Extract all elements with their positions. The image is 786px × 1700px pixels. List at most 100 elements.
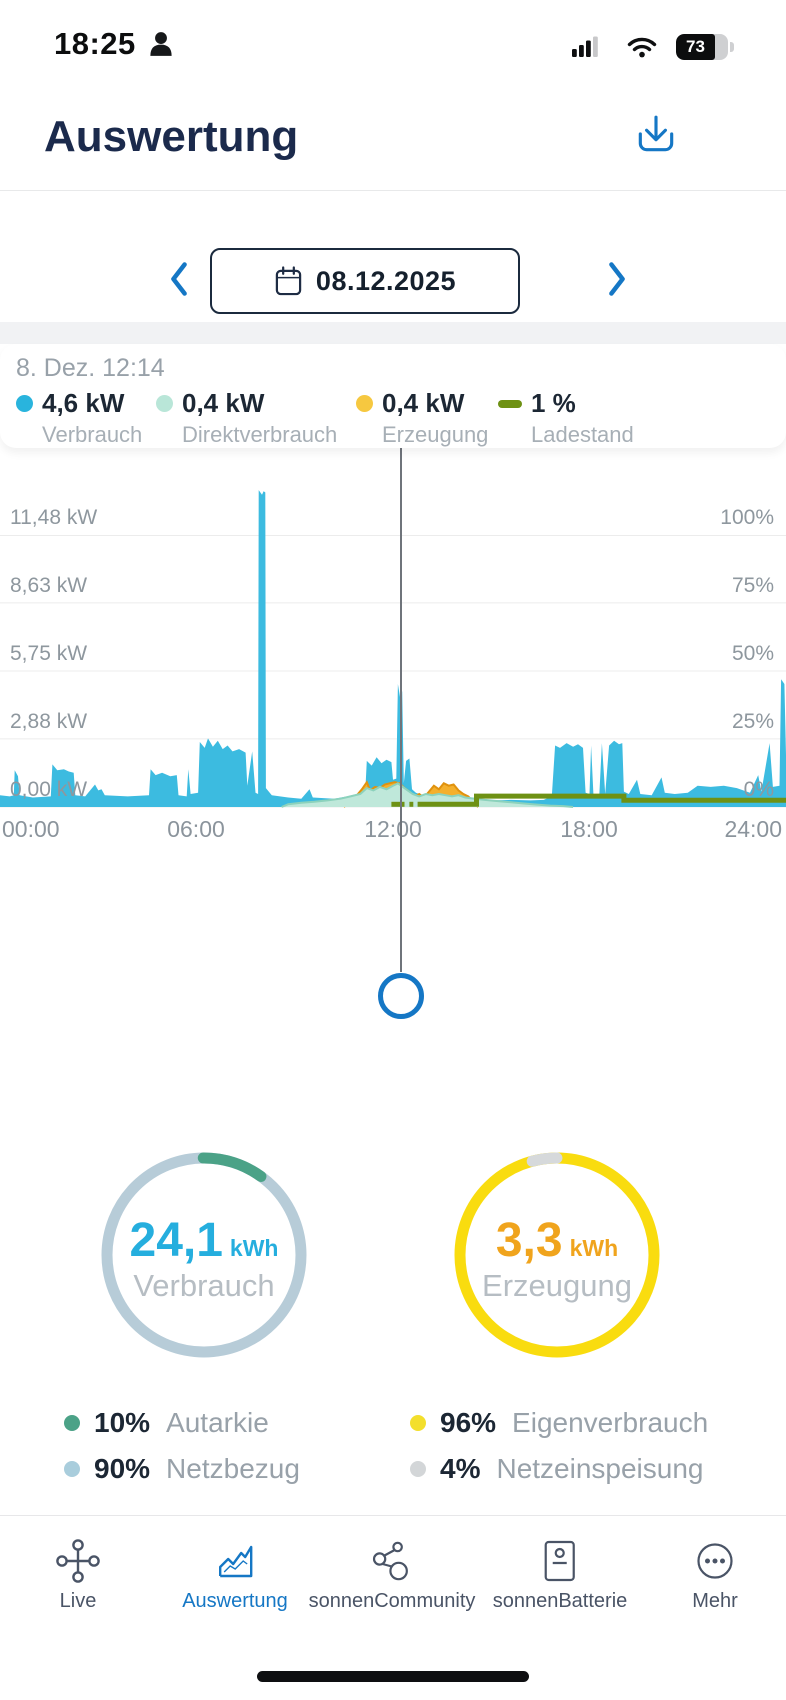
battery-fill bbox=[676, 34, 715, 60]
tab-live-label: Live bbox=[59, 1590, 97, 1612]
tab-sonnencommunity[interactable]: sonnenCommunity bbox=[308, 1538, 476, 1613]
summary-item-netzeinspeisung: 4% Netzeinspeisung bbox=[410, 1452, 704, 1486]
tab-mehr[interactable]: Mehr bbox=[692, 1538, 738, 1613]
eigenverbrauch-label: Eigenverbrauch bbox=[512, 1407, 709, 1438]
erzeugung-donut-unit: kWh bbox=[569, 1235, 619, 1261]
download-button[interactable] bbox=[630, 110, 682, 162]
y-axis-label-pct-4: 25% bbox=[731, 710, 774, 733]
summary-item-autarkie: 10% Autarkie bbox=[64, 1406, 269, 1440]
netzbezug-dot-icon bbox=[64, 1461, 80, 1477]
verbrauch-value: 4,6 kW bbox=[42, 388, 125, 418]
autarkie-percent: 10% bbox=[94, 1407, 151, 1438]
verbrauch-donut bbox=[101, 1152, 307, 1358]
tab-auswertung[interactable]: Auswertung bbox=[182, 1538, 288, 1613]
cellular-signal-icon bbox=[572, 36, 598, 57]
status-time: 18:25 bbox=[54, 26, 136, 61]
selected-date: 08.12.2025 bbox=[315, 265, 457, 296]
user-icon bbox=[150, 32, 172, 56]
battery-icon: 73 bbox=[676, 34, 728, 60]
tab-sonnenbatterie-label: sonnenBatterie bbox=[492, 1590, 628, 1612]
verbrauch-donut-arc bbox=[101, 1152, 307, 1358]
erzeugung-donut-arc bbox=[454, 1152, 660, 1358]
x-axis-label-4: 24:00 bbox=[724, 816, 782, 842]
chart-tooltip: 8. Dez. 12:14 4,6 kW Verbrauch 0,4 kW Di… bbox=[0, 344, 786, 448]
legend-item-erzeugung: 0,4 kW Erzeugung bbox=[356, 388, 488, 448]
legend-item-verbrauch: 4,6 kW Verbrauch bbox=[16, 388, 142, 448]
more-icon bbox=[697, 1543, 733, 1579]
chevron-right-icon bbox=[609, 262, 625, 296]
verbrauch-donut-value: 24,1 bbox=[129, 1214, 223, 1267]
chart-icon bbox=[218, 1545, 253, 1578]
netzbezug-label: Netzbezug bbox=[166, 1453, 300, 1484]
verbrauch-label: Verbrauch bbox=[42, 422, 143, 447]
y-axis-label-pct-3: 50% bbox=[731, 642, 774, 665]
tab-live[interactable]: Live bbox=[55, 1538, 101, 1613]
verbrauch-donut-text: 24,1 kWh Verbrauch bbox=[94, 1213, 314, 1304]
netzeinspeisung-label: Netzeinspeisung bbox=[496, 1453, 704, 1484]
ladestand-dash-icon bbox=[498, 399, 522, 408]
y-axis-label-kw-3: 5,75 kW bbox=[10, 642, 88, 665]
x-axis-label-0: 00:00 bbox=[2, 816, 60, 842]
x-axis-label-3: 18:00 bbox=[560, 816, 618, 842]
x-axis-label-1: 06:00 bbox=[167, 816, 225, 842]
date-picker[interactable]: 08.12.2025 bbox=[210, 248, 520, 314]
section-gap bbox=[0, 322, 786, 344]
netzbezug-percent: 90% bbox=[94, 1453, 151, 1484]
y-axis-label-pct-1: 100% bbox=[720, 506, 774, 529]
netzeinspeisung-percent: 4% bbox=[440, 1453, 481, 1484]
chart-plot[interactable] bbox=[0, 450, 786, 810]
legend-item-ladestand: 1 % Ladestand bbox=[498, 388, 634, 448]
verbrauch-dot-icon bbox=[16, 395, 33, 412]
tab-sonnenbatterie[interactable]: sonnenBatterie bbox=[492, 1538, 628, 1613]
y-axis-label-pct-5: 0% bbox=[743, 778, 774, 801]
summary-item-netzbezug: 90% Netzbezug bbox=[64, 1452, 300, 1486]
erzeugung-donut-label: Erzeugung bbox=[482, 1268, 632, 1303]
calendar-icon bbox=[275, 265, 302, 295]
chart-cursor-handle[interactable] bbox=[378, 973, 424, 1019]
battery-unit-icon bbox=[544, 1540, 576, 1582]
erzeugung-label: Erzeugung bbox=[382, 422, 489, 447]
download-icon bbox=[638, 115, 674, 152]
wifi-icon bbox=[627, 37, 657, 58]
direktverbrauch-label: Direktverbrauch bbox=[182, 422, 338, 447]
autarkie-label: Autarkie bbox=[166, 1407, 269, 1438]
header-divider bbox=[0, 190, 786, 191]
eigenverbrauch-percent: 96% bbox=[440, 1407, 497, 1438]
y-axis-label-kw-1: 11,48 kW bbox=[10, 506, 98, 529]
verbrauch-donut-label: Verbrauch bbox=[133, 1268, 275, 1303]
summary-item-eigenverbrauch: 96% Eigenverbrauch bbox=[410, 1406, 708, 1440]
y-axis-label-pct-2: 75% bbox=[731, 574, 774, 597]
tooltip-timestamp: 8. Dez. 12:14 bbox=[16, 354, 165, 382]
ladestand-value: 1 % bbox=[531, 388, 576, 418]
erzeugung-donut-text: 3,3 kWh Erzeugung bbox=[447, 1213, 667, 1304]
tab-auswertung-label: Auswertung bbox=[182, 1590, 288, 1612]
home-indicator[interactable] bbox=[257, 1671, 529, 1682]
y-axis-label-kw-4: 2,88 kW bbox=[10, 710, 88, 733]
battery-tip bbox=[730, 42, 734, 52]
chevron-left-icon bbox=[171, 262, 187, 296]
previous-day-button[interactable] bbox=[166, 260, 192, 298]
tab-mehr-label: Mehr bbox=[692, 1590, 738, 1612]
y-axis-label-kw-5: 0,00 kW bbox=[10, 778, 88, 801]
ladestand-label: Ladestand bbox=[531, 422, 634, 447]
chart-card bbox=[0, 344, 786, 1700]
erzeugung-value: 0,4 kW bbox=[382, 388, 465, 418]
tab-sonnencommunity-label: sonnenCommunity bbox=[308, 1590, 476, 1612]
verbrauch-donut-unit: kWh bbox=[229, 1235, 279, 1261]
live-icon bbox=[56, 1539, 100, 1583]
direktverbrauch-dot-icon bbox=[156, 395, 173, 412]
x-axis-label-2: 12:00 bbox=[364, 816, 422, 842]
y-axis-label-kw-2: 8,63 kW bbox=[10, 574, 88, 597]
netzeinspeisung-dot-icon bbox=[410, 1461, 426, 1477]
legend-item-direktverbrauch: 0,4 kW Direktverbrauch bbox=[156, 388, 337, 448]
erzeugung-donut bbox=[454, 1152, 660, 1358]
tab-bar: Live Auswertung sonnenCommunity bbox=[0, 1515, 786, 1700]
erzeugung-dot-icon bbox=[356, 395, 373, 412]
battery-percent: 73 bbox=[686, 37, 705, 56]
page-title: Auswertung bbox=[44, 112, 299, 161]
erzeugung-donut-value: 3,3 bbox=[495, 1214, 563, 1267]
next-day-button[interactable] bbox=[604, 260, 630, 298]
chart-cursor-line bbox=[400, 448, 402, 972]
eigenverbrauch-dot-icon bbox=[410, 1415, 426, 1431]
